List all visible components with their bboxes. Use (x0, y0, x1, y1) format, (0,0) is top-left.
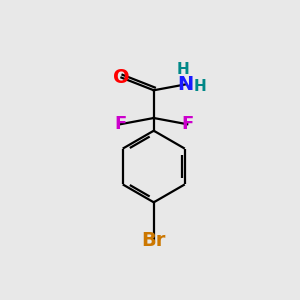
Text: Br: Br (142, 231, 166, 250)
Text: H: H (194, 79, 206, 94)
Text: N: N (177, 75, 193, 94)
Text: H: H (176, 62, 189, 77)
Text: F: F (181, 115, 194, 133)
Text: O: O (113, 68, 130, 87)
Text: F: F (114, 115, 126, 133)
